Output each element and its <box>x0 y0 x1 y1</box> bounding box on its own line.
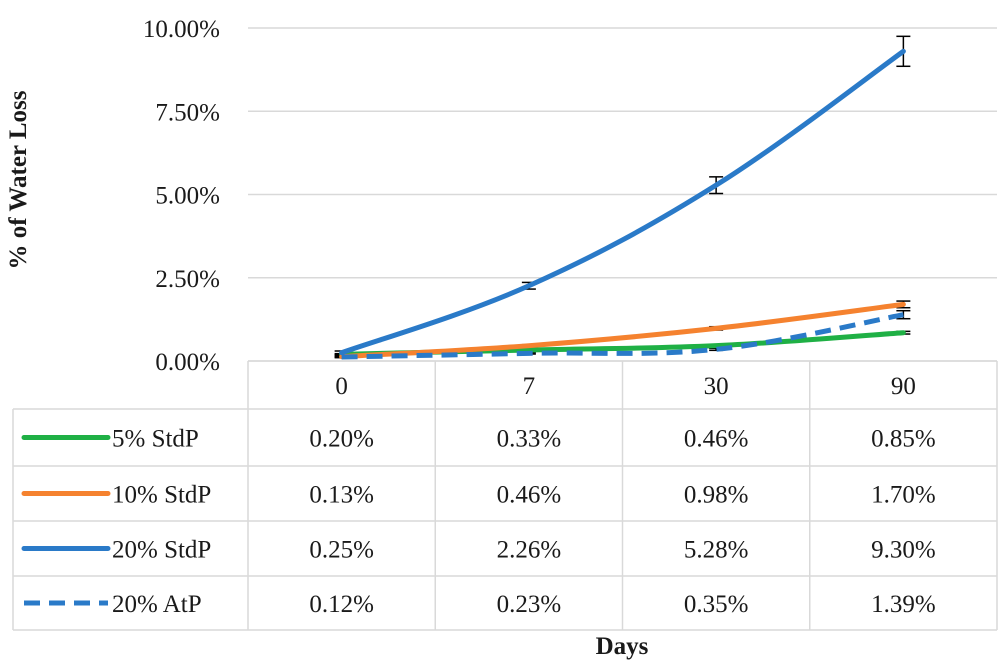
table-cell: 5.28% <box>684 537 749 564</box>
y-tick-label: 2.50% <box>155 266 220 293</box>
y-axis-ticks: 0.00% 2.50% 5.00% 7.50% 10.00% <box>143 16 220 376</box>
table-cell: 2.26% <box>497 537 562 564</box>
error-bars <box>334 35 911 359</box>
table-cell: 1.39% <box>871 591 936 618</box>
series-line-20-stdp <box>339 48 906 356</box>
x-axis-title: Days <box>596 633 649 660</box>
table-cell: 9.30% <box>871 537 936 564</box>
table-cell: 0.85% <box>871 426 936 453</box>
x-tick-label: 30 <box>704 373 729 400</box>
table-cell: 0.98% <box>684 482 749 509</box>
x-tick-label: 7 <box>523 373 536 400</box>
table-cell: 0.13% <box>309 482 374 509</box>
gridlines <box>248 27 997 362</box>
table-cell: 1.70% <box>871 482 936 509</box>
data-table: 0 7 30 90 5% StdP 0.20% 0.33% 0.46% 0.85% 10% Std… <box>12 360 998 631</box>
table-cell: 0.46% <box>684 426 749 453</box>
table-cell: 0.35% <box>684 591 749 618</box>
legend-label-20-stdp: 20% StdP <box>112 537 211 564</box>
x-tick-label: 0 <box>335 373 348 400</box>
series-lines <box>339 48 906 360</box>
table-cell: 0.20% <box>309 426 374 453</box>
table-cell: 0.33% <box>497 426 562 453</box>
x-tick-label: 90 <box>891 373 916 400</box>
y-tick-label: 10.00% <box>143 16 220 43</box>
series-line-10-stdp <box>339 301 906 360</box>
y-axis-title: % of Water Loss <box>5 90 32 269</box>
table-cell: 0.12% <box>309 591 374 618</box>
table-cell: 0.25% <box>309 537 374 564</box>
legend-label-10-stdp: 10% StdP <box>112 482 211 509</box>
table-cell: 0.23% <box>497 591 562 618</box>
legend-label-5-stdp: 5% StdP <box>112 426 199 453</box>
series-line-20-atp <box>341 312 904 360</box>
y-tick-label: 0.00% <box>155 349 220 376</box>
legend-label-20-atp: 20% AtP <box>112 591 202 618</box>
y-tick-label: 7.50% <box>155 99 220 126</box>
y-tick-label: 5.00% <box>155 183 220 210</box>
table-cell: 0.46% <box>497 482 562 509</box>
